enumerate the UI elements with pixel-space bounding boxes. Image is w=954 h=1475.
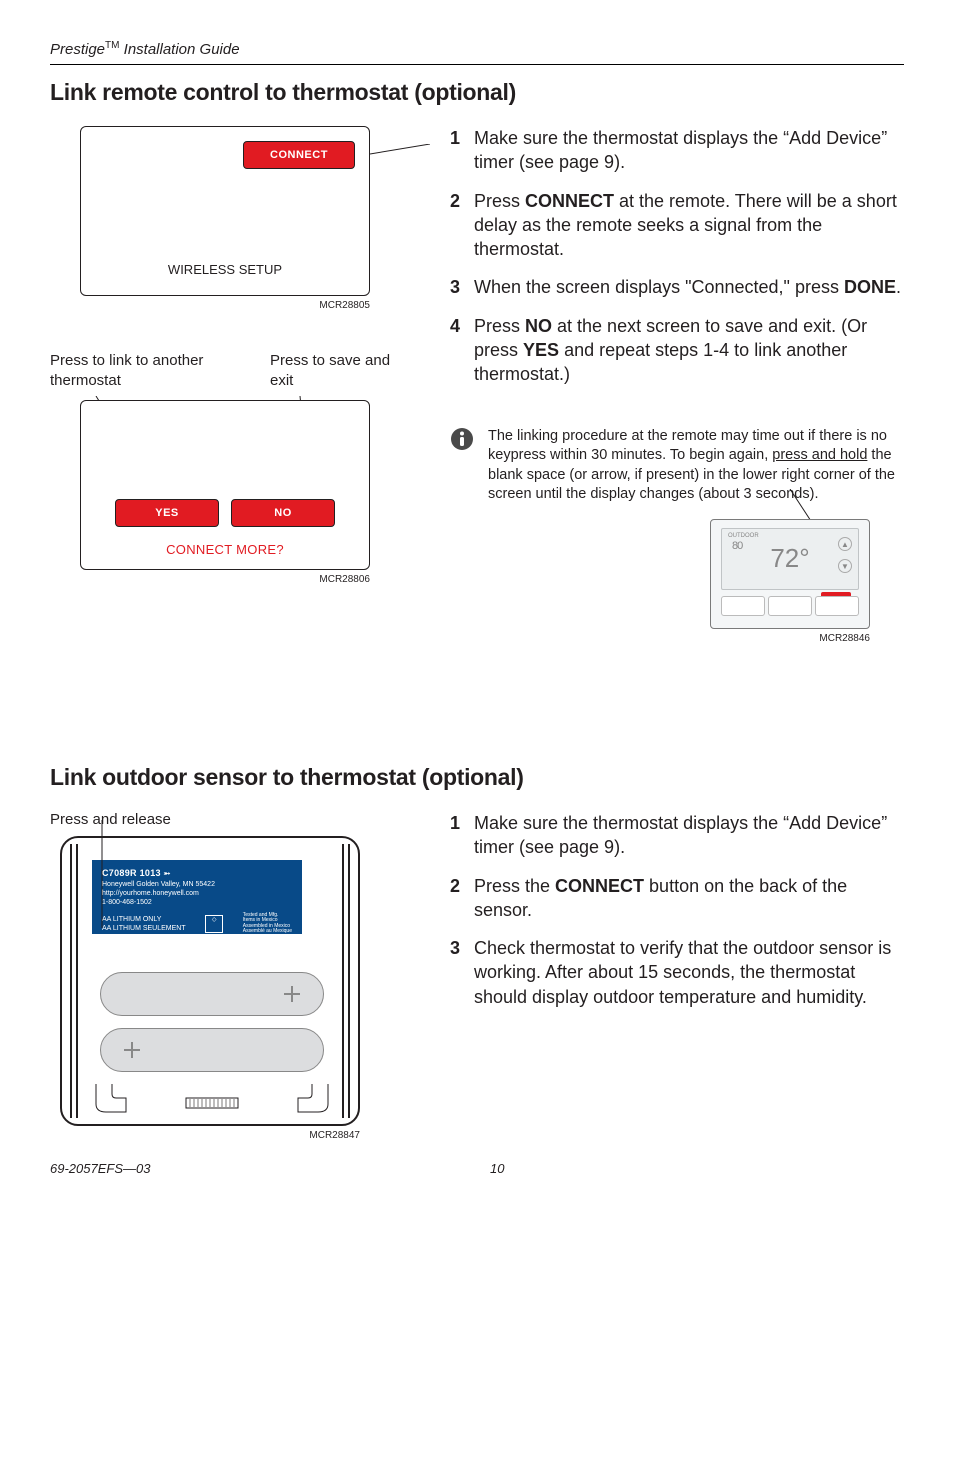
- steps-list-2: 1 Make sure the thermostat displays the …: [450, 811, 904, 1009]
- step-1: 1 Make sure the thermostat displays the …: [450, 126, 904, 175]
- battery-2: [100, 1028, 324, 1072]
- step-2: 2 Press CONNECT at the remote. There wil…: [450, 189, 904, 262]
- info-icon: [450, 427, 474, 451]
- header-rule: [50, 64, 904, 65]
- remote-screen-connect: CONNECT WIRELESS SETUP: [80, 126, 370, 296]
- section-title-2: Link outdoor sensor to thermostat (optio…: [50, 764, 904, 791]
- battery-1: [100, 972, 324, 1016]
- cert-icon: ◇: [205, 915, 223, 933]
- step-4: 4 Press NO at the next screen to save an…: [450, 314, 904, 387]
- figures-column: CONNECT WIRELESS SETUP MCR28805 Press to…: [50, 126, 420, 644]
- thermo-btn: [815, 596, 859, 616]
- callout-labels: Press to link to another thermostat Pres…: [50, 351, 420, 390]
- page-number: 10: [490, 1161, 504, 1176]
- doc-id: 69-2057EFS—03: [50, 1161, 150, 1176]
- temp-reading: 72°: [770, 543, 809, 574]
- yes-button[interactable]: YES: [115, 499, 219, 527]
- connect-button[interactable]: CONNECT: [243, 141, 355, 169]
- page-header: PrestigeTM Installation Guide: [50, 40, 904, 58]
- guide-label: Installation Guide: [119, 41, 239, 58]
- label-link-another: Press to link to another thermostat: [50, 351, 220, 390]
- down-arrow-icon: ↓: [102, 943, 109, 960]
- step-text: Press CONNECT at the remote. There will …: [474, 189, 904, 262]
- step-num: 2: [450, 189, 474, 262]
- step-2: 2 Press the CONNECT button on the back o…: [450, 874, 904, 923]
- plus-icon: [283, 985, 301, 1003]
- fig-id-4: MCR28847: [50, 1130, 360, 1141]
- connect-arrow-label: ↓ CONNECT CONNEXION: [102, 941, 292, 962]
- wireless-setup-label: WIRELESS SETUP: [81, 262, 369, 277]
- sensor-figure-column: Press and release C7089R 1013 ➵ Honeywel…: [50, 811, 420, 1141]
- step-text: Make sure the thermostat displays the “A…: [474, 126, 904, 175]
- step-num: 1: [450, 126, 474, 175]
- step-num: 1: [450, 811, 474, 860]
- step-text: Press NO at the next screen to save and …: [474, 314, 904, 387]
- step-3: 3 When the screen displays "Connected," …: [450, 275, 904, 299]
- fig-id-3: MCR28846: [710, 633, 870, 644]
- connect-more-label: CONNECT MORE?: [81, 542, 369, 557]
- label-save-exit: Press to save and exit: [270, 351, 410, 390]
- no-button[interactable]: NO: [231, 499, 335, 527]
- step-3: 3 Check thermostat to verify that the ou…: [450, 936, 904, 1009]
- fig-id-1: MCR28805: [50, 300, 370, 311]
- step-text: When the screen displays "Connected," pr…: [474, 275, 901, 299]
- callout-line: [370, 144, 430, 156]
- product-name: Prestige: [50, 41, 105, 58]
- sensor-bottom-detail: [82, 1084, 342, 1116]
- thermostat-figure: OUTDOOR 80 72° ▲ ▼ MCR28846: [710, 519, 870, 644]
- pointer-to-connect: [92, 820, 132, 940]
- remote-screen-confirm: YES NO CONNECT MORE?: [80, 400, 370, 570]
- step-1: 1 Make sure the thermostat displays the …: [450, 811, 904, 860]
- fig-id-2: MCR28806: [50, 574, 370, 585]
- thermo-btn: [768, 596, 812, 616]
- step-num: 4: [450, 314, 474, 387]
- tm: TM: [105, 40, 119, 51]
- thermostat-lcd: OUTDOOR 80 72° ▲ ▼: [721, 528, 859, 590]
- plus-icon: [123, 1041, 141, 1059]
- section-title-1: Link remote control to thermostat (optio…: [50, 79, 904, 106]
- steps-column-2: 1 Make sure the thermostat displays the …: [450, 811, 904, 1141]
- step-num: 3: [450, 936, 474, 1009]
- step-text: Make sure the thermostat displays the “A…: [474, 811, 904, 860]
- page-footer: 69-2057EFS—03 10: [50, 1161, 904, 1176]
- assembly-text: Tested and Mfg.Items in MexicoAssembled …: [243, 913, 292, 935]
- thermo-btn: [721, 596, 765, 616]
- steps-column: 1 Make sure the thermostat displays the …: [450, 126, 904, 644]
- thermostat-device: OUTDOOR 80 72° ▲ ▼: [710, 519, 870, 629]
- step-text: Press the CONNECT button on the back of …: [474, 874, 904, 923]
- step-text: Check thermostat to verify that the outd…: [474, 936, 904, 1009]
- steps-list-1: 1 Make sure the thermostat displays the …: [450, 126, 904, 387]
- step-num: 2: [450, 874, 474, 923]
- step-num: 3: [450, 275, 474, 299]
